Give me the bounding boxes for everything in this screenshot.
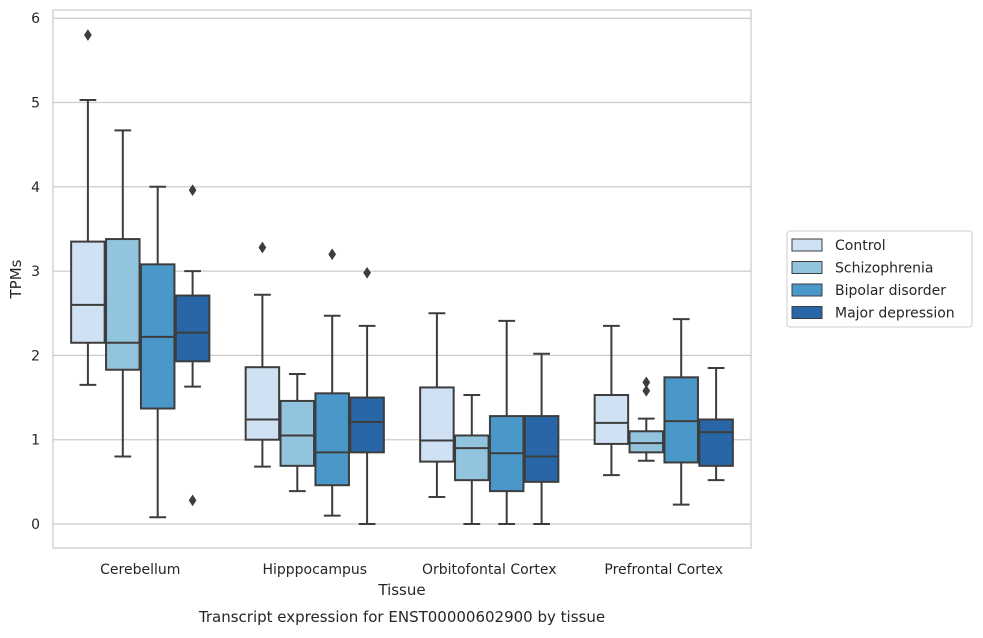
legend-item: Schizophrenia [791, 261, 933, 277]
x-tick-label: Prefrontal Cortex [604, 562, 723, 578]
box-body [279, 399, 316, 467]
x-tick-label: Orbitofontal Cortex [422, 562, 557, 578]
box-body [523, 415, 560, 483]
y-axis-label: TPMs [7, 259, 25, 299]
box-1-2 [314, 248, 350, 517]
outlier-point [363, 266, 371, 279]
outlier-point [642, 376, 651, 389]
box-0-2 [139, 185, 176, 519]
box-1-0 [244, 241, 281, 468]
legend-label: Bipolar disorder [835, 283, 946, 299]
chart-caption: Transcript expression for ENST0000060290… [198, 608, 605, 626]
box-0-0 [70, 29, 106, 386]
box-0-1 [105, 129, 141, 458]
box-body [70, 240, 106, 344]
outlier-point [188, 184, 197, 197]
box-3-3 [698, 367, 734, 482]
box-body [454, 434, 490, 482]
box-1-3 [349, 266, 385, 525]
legend-item: Bipolar disorder [791, 283, 946, 299]
box-body [593, 394, 630, 445]
y-tick-label: 1 [31, 433, 40, 449]
box-3-1 [628, 376, 665, 462]
y-tick-label: 6 [31, 11, 40, 27]
box-body [419, 386, 455, 463]
legend-frame [786, 230, 973, 328]
legend-label: Control [835, 238, 886, 254]
legend: Control Schizophrenia Bipolar disorder Majo… [786, 230, 973, 328]
legend-label: Schizophrenia [835, 261, 933, 277]
outlier-point [642, 384, 651, 397]
outlier-point [188, 494, 197, 507]
box-2-3 [523, 352, 560, 525]
y-tick-label: 3 [31, 264, 40, 280]
x-axis-label: Tissue [377, 581, 425, 599]
outlier-point [258, 241, 267, 254]
y-tick-label: 0 [31, 517, 40, 533]
legend-item: Major depression [791, 306, 955, 322]
box-3-2 [663, 318, 699, 506]
box-1-1 [279, 372, 316, 493]
y-tick-label: 2 [31, 348, 40, 364]
box-0-3 [174, 184, 211, 507]
legend-swatch [791, 283, 823, 297]
x-tick-label: Hipppocampus [262, 562, 367, 578]
y-tick-label: 4 [31, 180, 40, 196]
box-body [628, 430, 665, 454]
box-2-1 [454, 394, 490, 525]
box-body [174, 294, 211, 363]
plot-frame [52, 9, 752, 549]
box-body [663, 376, 699, 464]
box-body [349, 396, 385, 454]
legend-swatch [791, 261, 823, 274]
outlier-point [328, 248, 337, 261]
legend-swatch [791, 306, 823, 319]
box-body [698, 418, 734, 467]
outlier-point [84, 29, 92, 42]
legend-item: Control [791, 238, 886, 254]
box-3-0 [593, 324, 630, 477]
box-body [105, 238, 141, 371]
legend-swatch [791, 238, 823, 252]
box-body [244, 366, 281, 441]
y-tick-label: 5 [31, 96, 40, 112]
x-tick-label: Cerebellum [100, 562, 180, 578]
box-2-0 [419, 312, 455, 499]
box-body [314, 392, 350, 487]
legend-label: Major depression [835, 306, 955, 322]
box-2-2 [488, 319, 525, 525]
